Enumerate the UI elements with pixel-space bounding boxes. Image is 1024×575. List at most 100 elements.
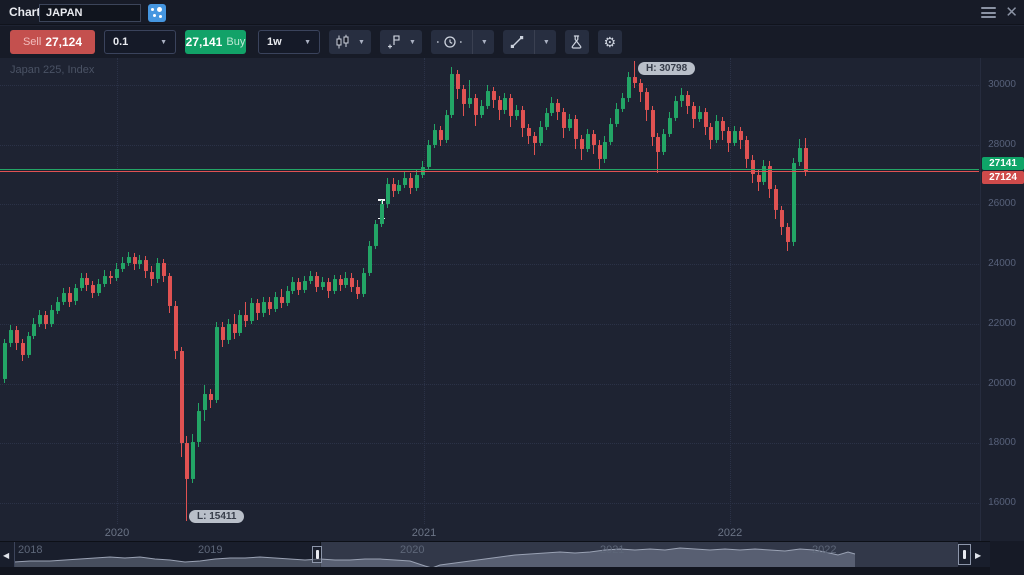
candle-body bbox=[262, 301, 266, 314]
candle-body bbox=[97, 283, 101, 293]
candle-body bbox=[804, 147, 808, 171]
menu-hamburger-icon[interactable] bbox=[981, 7, 997, 18]
candle-body bbox=[415, 174, 419, 188]
gridline-horizontal bbox=[0, 264, 979, 265]
candle-body bbox=[221, 326, 225, 341]
price-tick-label: 22000 bbox=[988, 318, 1016, 329]
candlestick-type-icon bbox=[336, 34, 349, 49]
candle-body bbox=[238, 314, 242, 333]
candle-body bbox=[445, 114, 449, 141]
candle-body bbox=[103, 276, 107, 284]
candle-body bbox=[515, 110, 519, 117]
candle-body bbox=[133, 256, 137, 265]
candle-body bbox=[762, 165, 766, 182]
candle-body bbox=[545, 113, 549, 127]
buy-price-badge: 27141 bbox=[982, 157, 1024, 170]
gridline-vertical bbox=[424, 58, 425, 524]
price-tick-label: 20000 bbox=[988, 378, 1016, 389]
navigator-year-label: 2021 bbox=[600, 544, 625, 556]
candle-body bbox=[256, 302, 260, 314]
navigator-year-label: 2019 bbox=[198, 544, 223, 556]
candle-body bbox=[704, 111, 708, 127]
candle-body bbox=[639, 83, 643, 93]
drawing-tools-button[interactable]: ▼ bbox=[502, 30, 556, 54]
navigator-right-handle[interactable] bbox=[958, 544, 971, 565]
candle-body bbox=[574, 119, 578, 139]
candle-body bbox=[138, 259, 142, 265]
time-axis[interactable]: 2020 2021 2022 bbox=[0, 524, 979, 541]
candle-body bbox=[386, 183, 390, 205]
candle-body bbox=[274, 297, 278, 309]
candle-body bbox=[680, 95, 684, 102]
candle-body bbox=[380, 204, 384, 224]
navigator-selected-range[interactable] bbox=[320, 542, 958, 567]
candle-body bbox=[727, 131, 731, 144]
candle-body bbox=[751, 159, 755, 175]
candle-body bbox=[27, 335, 31, 356]
candle-body bbox=[174, 305, 178, 351]
price-tick-label: 24000 bbox=[988, 258, 1016, 269]
candle-body bbox=[127, 256, 131, 263]
candle-body bbox=[792, 162, 796, 242]
candlestick-chart[interactable]: Japan 225, Index H: 30798 L: 15411 bbox=[0, 58, 979, 524]
quantity-select[interactable]: 0.1 ▼ bbox=[104, 30, 176, 54]
candle-body bbox=[698, 111, 702, 120]
bottom-strip bbox=[0, 567, 1024, 575]
time-interval-button[interactable]: ▼ bbox=[430, 30, 494, 54]
candle-body bbox=[450, 74, 454, 115]
indicators-button[interactable]: ▼ bbox=[379, 30, 422, 54]
candle-body bbox=[668, 117, 672, 135]
pattern-detection-button[interactable] bbox=[148, 4, 166, 22]
strategy-tester-button[interactable] bbox=[564, 30, 589, 54]
gridline-horizontal bbox=[0, 503, 979, 504]
candle-wick bbox=[534, 131, 535, 156]
candle-body bbox=[9, 329, 13, 344]
candle-body bbox=[315, 276, 319, 287]
sell-price-line bbox=[0, 171, 979, 172]
timeframe-select[interactable]: 1w ▼ bbox=[258, 30, 320, 54]
scroll-left-arrow[interactable]: ◀ bbox=[3, 551, 10, 560]
candle-body bbox=[433, 129, 437, 145]
flask-icon bbox=[571, 35, 582, 49]
close-icon[interactable]: ✕ bbox=[1005, 4, 1018, 21]
candle-body bbox=[121, 262, 125, 269]
candle-body bbox=[627, 77, 631, 99]
candle-body bbox=[15, 329, 19, 344]
candle-body bbox=[339, 279, 343, 286]
dot-icon bbox=[151, 8, 154, 11]
candle-body bbox=[427, 144, 431, 167]
candle-body bbox=[109, 276, 113, 278]
sell-button[interactable]: Sell 27,124 bbox=[10, 30, 95, 54]
price-axis[interactable]: 30000 28000 26000 24000 22000 20000 18000 16000… bbox=[980, 58, 1024, 541]
navigator-year-label: 2022 bbox=[812, 544, 837, 556]
dot-icon bbox=[159, 15, 162, 18]
navigator-year-tick bbox=[14, 542, 15, 567]
buy-price: 27,141 bbox=[185, 35, 223, 49]
candle-wick bbox=[469, 79, 470, 108]
chevron-down-icon: ▼ bbox=[358, 38, 365, 46]
chart-type-button[interactable]: ▼ bbox=[329, 30, 371, 54]
candle-body bbox=[645, 92, 649, 111]
settings-button[interactable]: ⚙ bbox=[597, 30, 622, 54]
candle-body bbox=[692, 105, 696, 120]
candle-body bbox=[421, 167, 425, 175]
dot-icon bbox=[153, 14, 156, 17]
buy-label: Buy bbox=[226, 36, 246, 48]
candle-body bbox=[368, 246, 372, 274]
candle-body bbox=[180, 350, 184, 444]
candle-wick bbox=[657, 133, 658, 173]
sell-label: Sell bbox=[22, 36, 42, 48]
indicators-icon bbox=[387, 35, 400, 49]
gridline-horizontal bbox=[0, 145, 979, 146]
timeline-navigator[interactable]: ◀ ▶ 2018 2019 2020 2021 2022 bbox=[0, 541, 990, 567]
window-title: Chart bbox=[9, 5, 41, 19]
candle-body bbox=[286, 291, 290, 303]
candle-body bbox=[474, 98, 478, 115]
time-tick-label: 2021 bbox=[411, 527, 437, 539]
navigator-left-handle[interactable] bbox=[312, 546, 322, 563]
timeframe-value: 1w bbox=[267, 36, 282, 48]
candle-body bbox=[674, 101, 678, 118]
buy-button[interactable]: 27,141 Buy bbox=[185, 30, 246, 54]
symbol-input[interactable] bbox=[39, 4, 141, 22]
scroll-right-arrow[interactable]: ▶ bbox=[975, 551, 982, 560]
